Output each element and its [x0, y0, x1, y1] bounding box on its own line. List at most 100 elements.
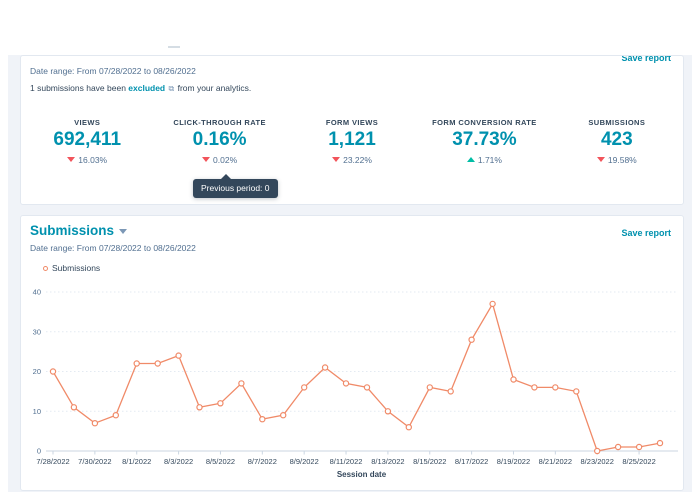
x-tick-label: 8/23/2022	[581, 457, 614, 466]
chart-title-dropdown[interactable]: Submissions	[30, 223, 128, 238]
cropped-control-fragment	[168, 46, 180, 48]
x-tick-label: 8/19/2022	[497, 457, 530, 466]
kpi-value[interactable]: 0.16%	[192, 129, 247, 150]
submissions-line	[52, 302, 661, 452]
kpi-label: FORM VIEWS	[325, 118, 379, 127]
kpi-delta-value: 1.71%	[477, 154, 502, 165]
kpi-delta-value: 0.02%	[213, 154, 238, 165]
date-range-text: Date range: From 07/28/2022 to 08/26/202…	[30, 66, 196, 76]
data-point	[259, 415, 266, 423]
kpi-form-conversion-rate: FORM CONVERSION RATE 37.73% 1.71%	[418, 118, 550, 165]
data-point	[133, 360, 140, 367]
kpi-label: SUBMISSIONS	[588, 118, 646, 127]
data-point	[175, 352, 182, 359]
data-point	[363, 384, 371, 391]
x-tick-label: 8/13/2022	[371, 457, 404, 466]
data-point	[217, 400, 224, 407]
data-point	[301, 384, 308, 391]
chevron-down-icon	[119, 229, 128, 234]
data-point	[510, 376, 517, 383]
legend-item-submissions[interactable]: Submissions	[43, 263, 100, 273]
data-point	[112, 411, 120, 419]
y-tick-label: 0	[37, 447, 41, 456]
kpi-delta: 16.03%	[21, 155, 153, 165]
submissions-line-chart: 0 10 20 30 40 7/28/2022 7/30/2022 8/1/2022 8/3/2…	[33, 288, 678, 479]
kpi-value[interactable]: 423	[600, 129, 633, 150]
kpi-views: VIEWS 692,411 16.03%	[21, 118, 153, 165]
kpi-label: VIEWS	[74, 118, 101, 127]
data-point	[342, 380, 350, 387]
chart-title: Submissions	[30, 223, 115, 238]
x-tick-label: 8/3/2022	[164, 457, 193, 466]
data-point	[468, 336, 475, 343]
save-report-link-top[interactable]: Save report	[621, 55, 671, 63]
data-point	[405, 423, 412, 431]
data-point	[552, 384, 559, 391]
data-point	[489, 300, 496, 308]
x-tick-label: 8/25/2022	[622, 457, 655, 466]
data-point	[280, 411, 287, 419]
tooltip-text: Previous period: 0	[201, 183, 270, 193]
data-point	[321, 364, 329, 371]
x-tick-label: 8/5/2022	[206, 457, 235, 466]
y-tick-label: 40	[33, 288, 41, 297]
kpi-click-through-rate: CLICK-THROUGH RATE 0.16% 0.02%	[153, 118, 285, 165]
kpi-submissions: SUBMISSIONS 423 19.58%	[551, 118, 683, 165]
x-tick-label: 8/7/2022	[248, 457, 277, 466]
data-point	[91, 419, 99, 427]
trend-down-icon	[332, 157, 341, 163]
x-tick-label: 8/1/2022	[122, 457, 151, 466]
chart-date-range-text: Date range: From 07/28/2022 to 08/26/202…	[30, 243, 196, 253]
data-point	[384, 408, 392, 415]
x-tick-label: 7/30/2022	[78, 457, 111, 466]
x-tick-label: 8/11/2022	[330, 457, 363, 466]
trend-down-icon	[596, 157, 605, 163]
kpi-row: VIEWS 692,411 16.03% CLICK-THROUGH RATE …	[21, 118, 683, 165]
kpi-delta: 19.58%	[551, 155, 683, 165]
data-point	[447, 388, 454, 395]
data-point	[635, 443, 643, 451]
previous-period-tooltip: Previous period: 0	[193, 174, 278, 198]
excluded-link[interactable]: excluded	[128, 83, 166, 93]
kpi-label: CLICK-THROUGH RATE	[173, 118, 266, 127]
trend-down-icon	[67, 157, 76, 163]
trend-up-icon	[466, 157, 475, 163]
data-point	[70, 404, 78, 411]
data-point	[573, 388, 580, 395]
data-point	[594, 447, 601, 455]
kpi-value[interactable]: 692,411	[53, 129, 122, 150]
y-tick-label: 10	[33, 407, 41, 416]
x-axis-title: Session date	[337, 470, 387, 479]
legend-label: Submissions	[52, 263, 101, 273]
kpi-value[interactable]: 37.73%	[452, 129, 517, 150]
kpi-delta: 0.02%	[153, 155, 285, 165]
metrics-card: Save report Date range: From 07/28/2022 …	[20, 55, 684, 205]
trend-down-icon	[202, 157, 211, 163]
x-tick-label: 7/28/2022	[36, 457, 69, 466]
excluded-note: 1 submissions have been excluded ⧉ from …	[30, 83, 251, 94]
data-point	[49, 368, 57, 375]
kpi-delta-value: 23.22%	[343, 154, 372, 165]
excluded-note-prefix: 1 submissions have been	[30, 83, 129, 93]
kpi-form-views: FORM VIEWS 1,121 23.22%	[286, 118, 418, 165]
kpi-value[interactable]: 1,121	[328, 129, 376, 150]
data-point	[656, 439, 664, 447]
external-link-icon: ⧉	[168, 84, 175, 93]
data-point	[196, 404, 203, 411]
kpi-delta: 23.22%	[286, 155, 418, 165]
tooltip-arrow-icon	[221, 174, 231, 179]
legend-marker-icon	[43, 265, 48, 271]
x-tick-label: 8/9/2022	[290, 457, 319, 466]
data-point	[426, 384, 433, 391]
submissions-chart-card: Submissions Save report Date range: From…	[20, 215, 684, 491]
y-tick-label: 20	[33, 367, 41, 376]
data-point	[614, 443, 622, 451]
kpi-delta-value: 19.58%	[607, 154, 637, 165]
data-point	[238, 380, 245, 387]
kpi-delta: 1.71%	[418, 155, 550, 165]
excluded-note-suffix: from your analytics.	[175, 83, 252, 93]
data-point	[154, 360, 161, 367]
x-tick-label: 8/21/2022	[539, 457, 572, 466]
save-report-link-chart[interactable]: Save report	[621, 228, 671, 238]
